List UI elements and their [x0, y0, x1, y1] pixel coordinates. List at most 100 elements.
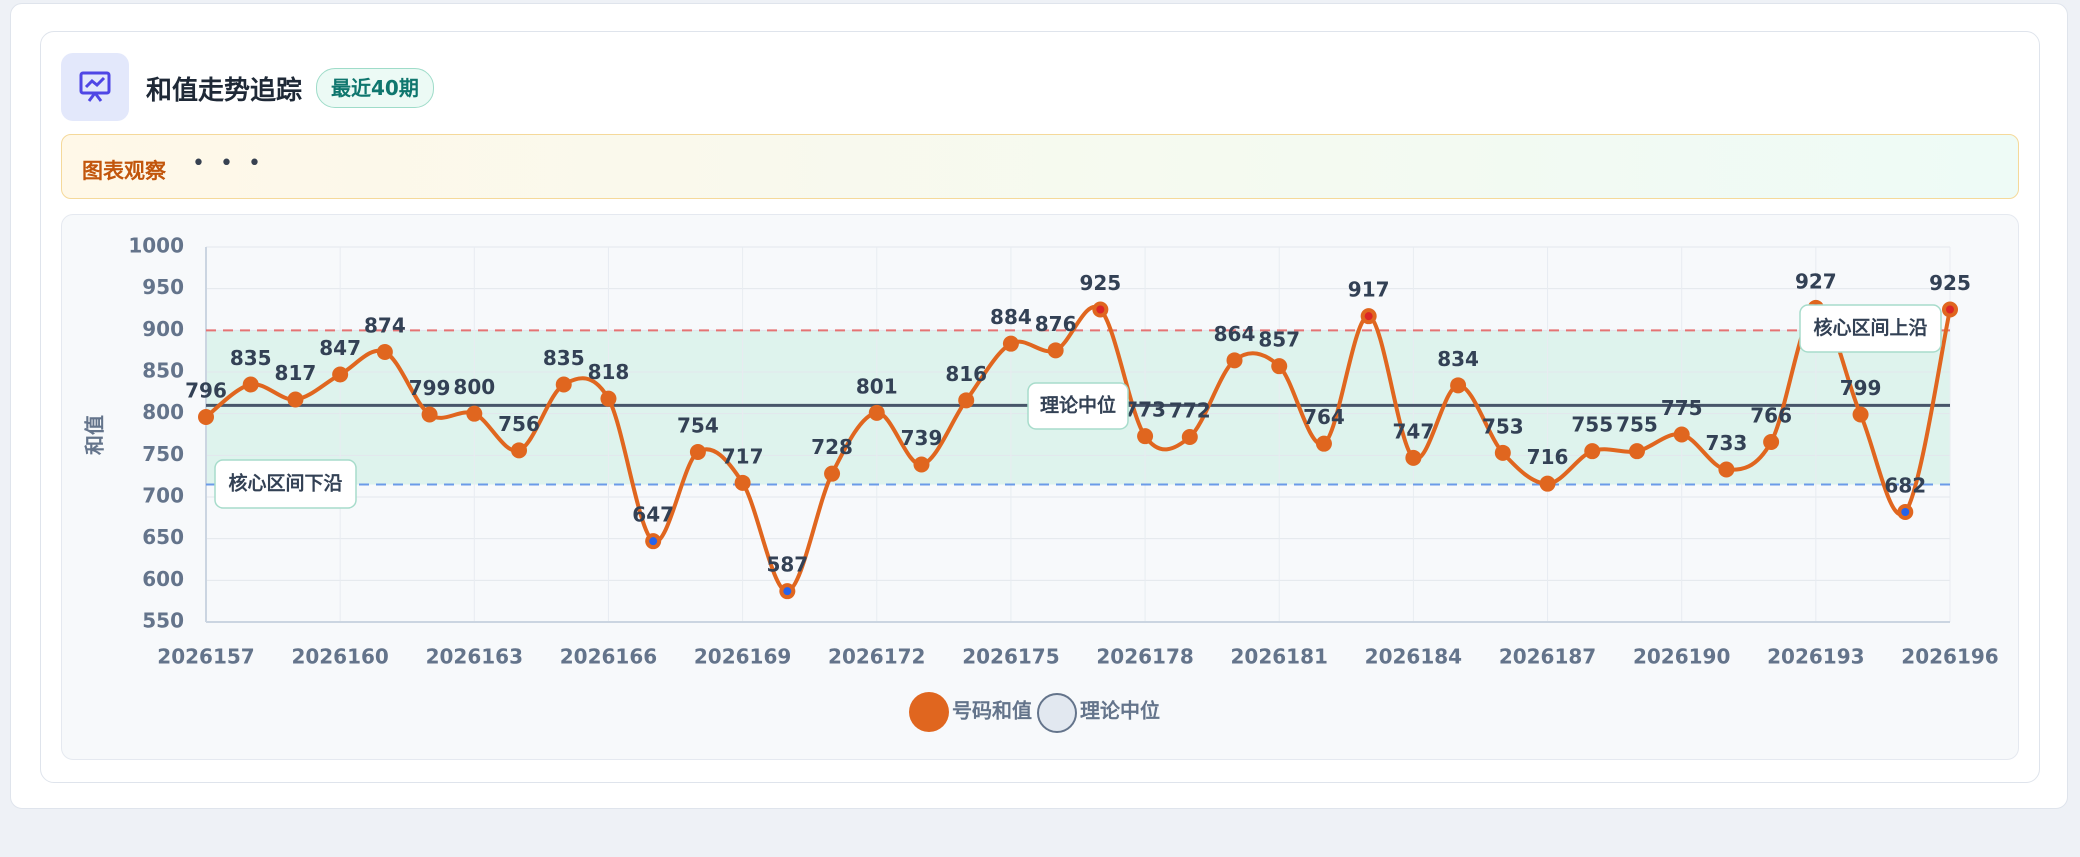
legend-label: 理论中位: [1080, 699, 1160, 723]
data-point: [1002, 335, 1019, 352]
data-point: [1450, 377, 1467, 394]
annotation-box: [1799, 304, 1942, 353]
legend-swatch: [909, 692, 949, 732]
data-point: [689, 444, 706, 460]
y-tick-label: 550: [142, 609, 184, 633]
data-point: [1852, 406, 1869, 423]
x-tick-label: 2026163: [426, 645, 523, 669]
data-point: [1539, 475, 1556, 492]
x-tick-label: 2026187: [1499, 645, 1596, 669]
data-label: 847: [319, 336, 361, 360]
data-label: 587: [766, 553, 808, 577]
data-point: [1405, 449, 1422, 466]
x-tick-label: 2026181: [1231, 645, 1328, 669]
data-label: 884: [990, 305, 1032, 329]
x-tick-label: 2026157: [157, 645, 254, 669]
data-label: 733: [1706, 431, 1748, 455]
data-point: [511, 442, 528, 459]
annotation-box: [1027, 382, 1129, 430]
data-point: [600, 390, 617, 407]
data-label: 799: [1840, 376, 1882, 400]
card-title: 和值走势追踪: [146, 76, 303, 106]
y-tick-label: 850: [142, 359, 184, 383]
data-point-core: [649, 537, 658, 546]
data-point: [332, 366, 349, 383]
data-label: 755: [1616, 413, 1658, 437]
data-label: 817: [275, 361, 317, 385]
data-label: 764: [1303, 405, 1345, 429]
data-label: 754: [677, 414, 719, 438]
data-point: [868, 404, 885, 421]
legend-label: 号码和值: [952, 699, 1032, 723]
y-tick-label: 950: [142, 275, 184, 299]
data-label: 766: [1750, 404, 1792, 428]
data-label: 647: [632, 503, 674, 527]
data-point: [1047, 342, 1064, 359]
annotation-box: [214, 459, 357, 509]
data-label: 739: [901, 426, 943, 450]
data-point: [913, 456, 930, 473]
data-label: 874: [364, 314, 406, 338]
data-label: 800: [453, 375, 495, 399]
x-tick-label: 2026175: [962, 645, 1059, 669]
y-tick-label: 650: [142, 525, 184, 549]
data-label: 747: [1393, 419, 1435, 443]
data-point-core: [1364, 312, 1373, 321]
data-label: 773: [1124, 398, 1166, 422]
data-point: [824, 465, 841, 482]
data-label: 716: [1527, 445, 1569, 469]
data-label: 772: [1169, 399, 1211, 423]
data-point: [1673, 426, 1690, 443]
annotation-label: 理论中位: [1040, 394, 1116, 417]
data-point-core: [783, 587, 792, 596]
data-point-core: [1901, 508, 1910, 516]
y-tick-label: 900: [142, 317, 184, 341]
period-badge: 最近40期: [316, 68, 434, 108]
y-tick-label: 600: [142, 567, 184, 591]
data-label: 728: [811, 435, 853, 459]
y-tick-label: 1000: [128, 234, 184, 258]
data-point: [198, 409, 214, 425]
data-point: [1271, 358, 1288, 375]
data-label: 927: [1795, 269, 1837, 293]
data-label: 864: [1214, 322, 1256, 346]
notice-label: 图表观察: [82, 159, 166, 183]
icon-glyph: [79, 71, 111, 102]
data-label: 925: [1929, 271, 1971, 295]
x-tick-label: 2026166: [560, 645, 657, 669]
data-label: 835: [543, 346, 585, 370]
data-point: [1763, 434, 1780, 450]
data-point: [1494, 444, 1511, 461]
data-label: 917: [1348, 278, 1390, 302]
data-label: 775: [1661, 396, 1703, 420]
data-point: [376, 344, 393, 360]
notice-dots[interactable]: • • •: [192, 151, 265, 176]
data-point-core: [1096, 305, 1105, 314]
data-label: 682: [1884, 474, 1926, 498]
data-label: 753: [1482, 414, 1524, 438]
data-point: [555, 376, 572, 393]
notice-bar[interactable]: 图表观察 • • •: [61, 134, 2019, 199]
data-label: 925: [1079, 271, 1121, 295]
data-label: 857: [1258, 328, 1300, 352]
data-point: [1181, 429, 1198, 445]
data-label: 876: [1035, 312, 1077, 336]
x-tick-label: 2026190: [1633, 645, 1730, 669]
data-label: 717: [722, 444, 764, 468]
data-point: [734, 474, 751, 491]
data-point: [242, 376, 259, 393]
data-label: 818: [588, 360, 630, 384]
data-label: 755: [1571, 413, 1613, 437]
data-label: 799: [409, 376, 451, 400]
x-tick-label: 2026193: [1767, 645, 1864, 669]
data-point: [1584, 443, 1601, 460]
legend-swatch: [1037, 693, 1077, 733]
y-tick-label: 800: [142, 400, 184, 424]
data-point: [1718, 461, 1735, 478]
data-point: [1315, 435, 1332, 452]
annotation-label: 核心区间上沿: [1813, 316, 1927, 339]
x-tick-label: 2026196: [1901, 645, 1998, 669]
chart-icon: [61, 53, 129, 121]
x-tick-label: 2026160: [291, 645, 388, 669]
